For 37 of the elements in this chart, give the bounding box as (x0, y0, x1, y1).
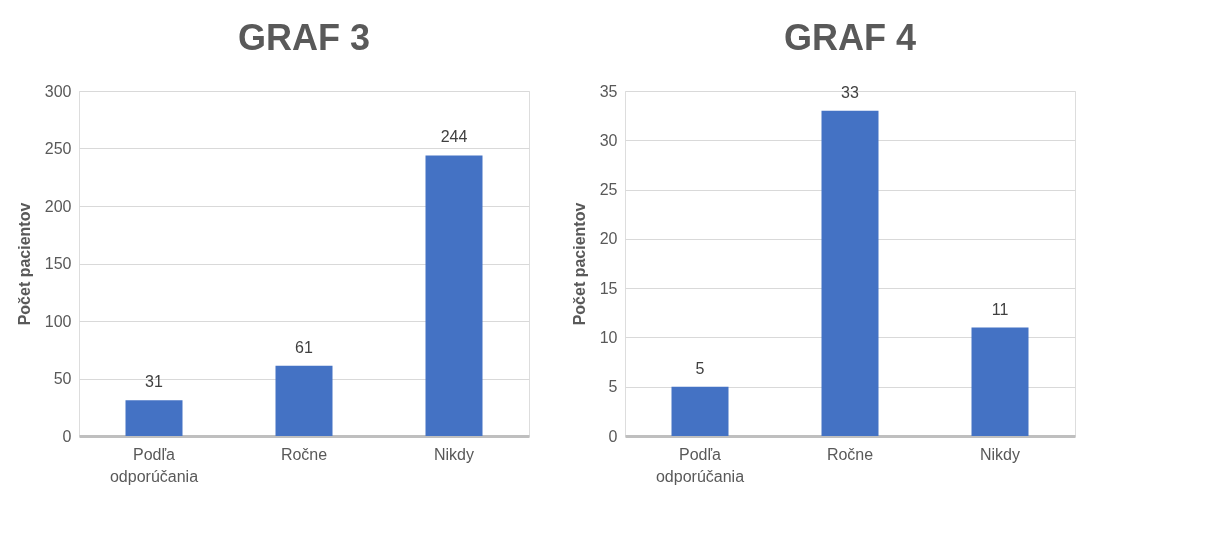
y-tick-label: 150 (44, 255, 72, 272)
x-tick-label: Ročne (826, 445, 874, 463)
data-label: 33 (841, 83, 859, 101)
y-tick-label: 20 (599, 230, 618, 248)
y-tick-label: 50 (53, 370, 72, 387)
y-tick-label: 15 (599, 279, 618, 297)
y-tick-label: 25 (599, 181, 618, 199)
data-label: 244 (440, 128, 468, 146)
x-tick-label: Nikdy (979, 445, 1021, 463)
bar (671, 386, 729, 436)
bar (971, 327, 1029, 436)
y-axis-title: Počet pacientov (570, 202, 588, 326)
y-tick-label: 10 (599, 328, 618, 346)
bar (821, 110, 879, 436)
x-tick-label: Nikdy (433, 445, 475, 463)
y-tick-label: 200 (44, 197, 72, 215)
data-label: 11 (991, 300, 1009, 318)
chart-title: GRAF 4 (783, 17, 917, 58)
y-tick-label: 0 (608, 427, 618, 445)
data-label: 61 (295, 338, 313, 356)
y-axis-title: Počet pacientov (15, 202, 33, 326)
x-tick-label: Podľa odporúčania (655, 445, 745, 485)
bar (425, 155, 483, 436)
data-label: 5 (695, 359, 705, 377)
bar (125, 400, 183, 436)
chart-title: GRAF 3 (237, 17, 371, 58)
bar (275, 365, 333, 436)
data-label: 31 (145, 373, 163, 391)
y-tick-label: 100 (44, 312, 72, 330)
y-tick-label: 250 (44, 140, 72, 157)
x-tick-label: Podľa odporúčania (109, 445, 199, 485)
x-tick-label: Ročne (280, 445, 328, 463)
y-tick-label: 30 (599, 131, 618, 149)
y-tick-label: 300 (44, 82, 72, 100)
y-tick-label: 0 (62, 427, 72, 445)
y-tick-label: 35 (599, 82, 618, 100)
y-tick-label: 5 (608, 378, 618, 396)
